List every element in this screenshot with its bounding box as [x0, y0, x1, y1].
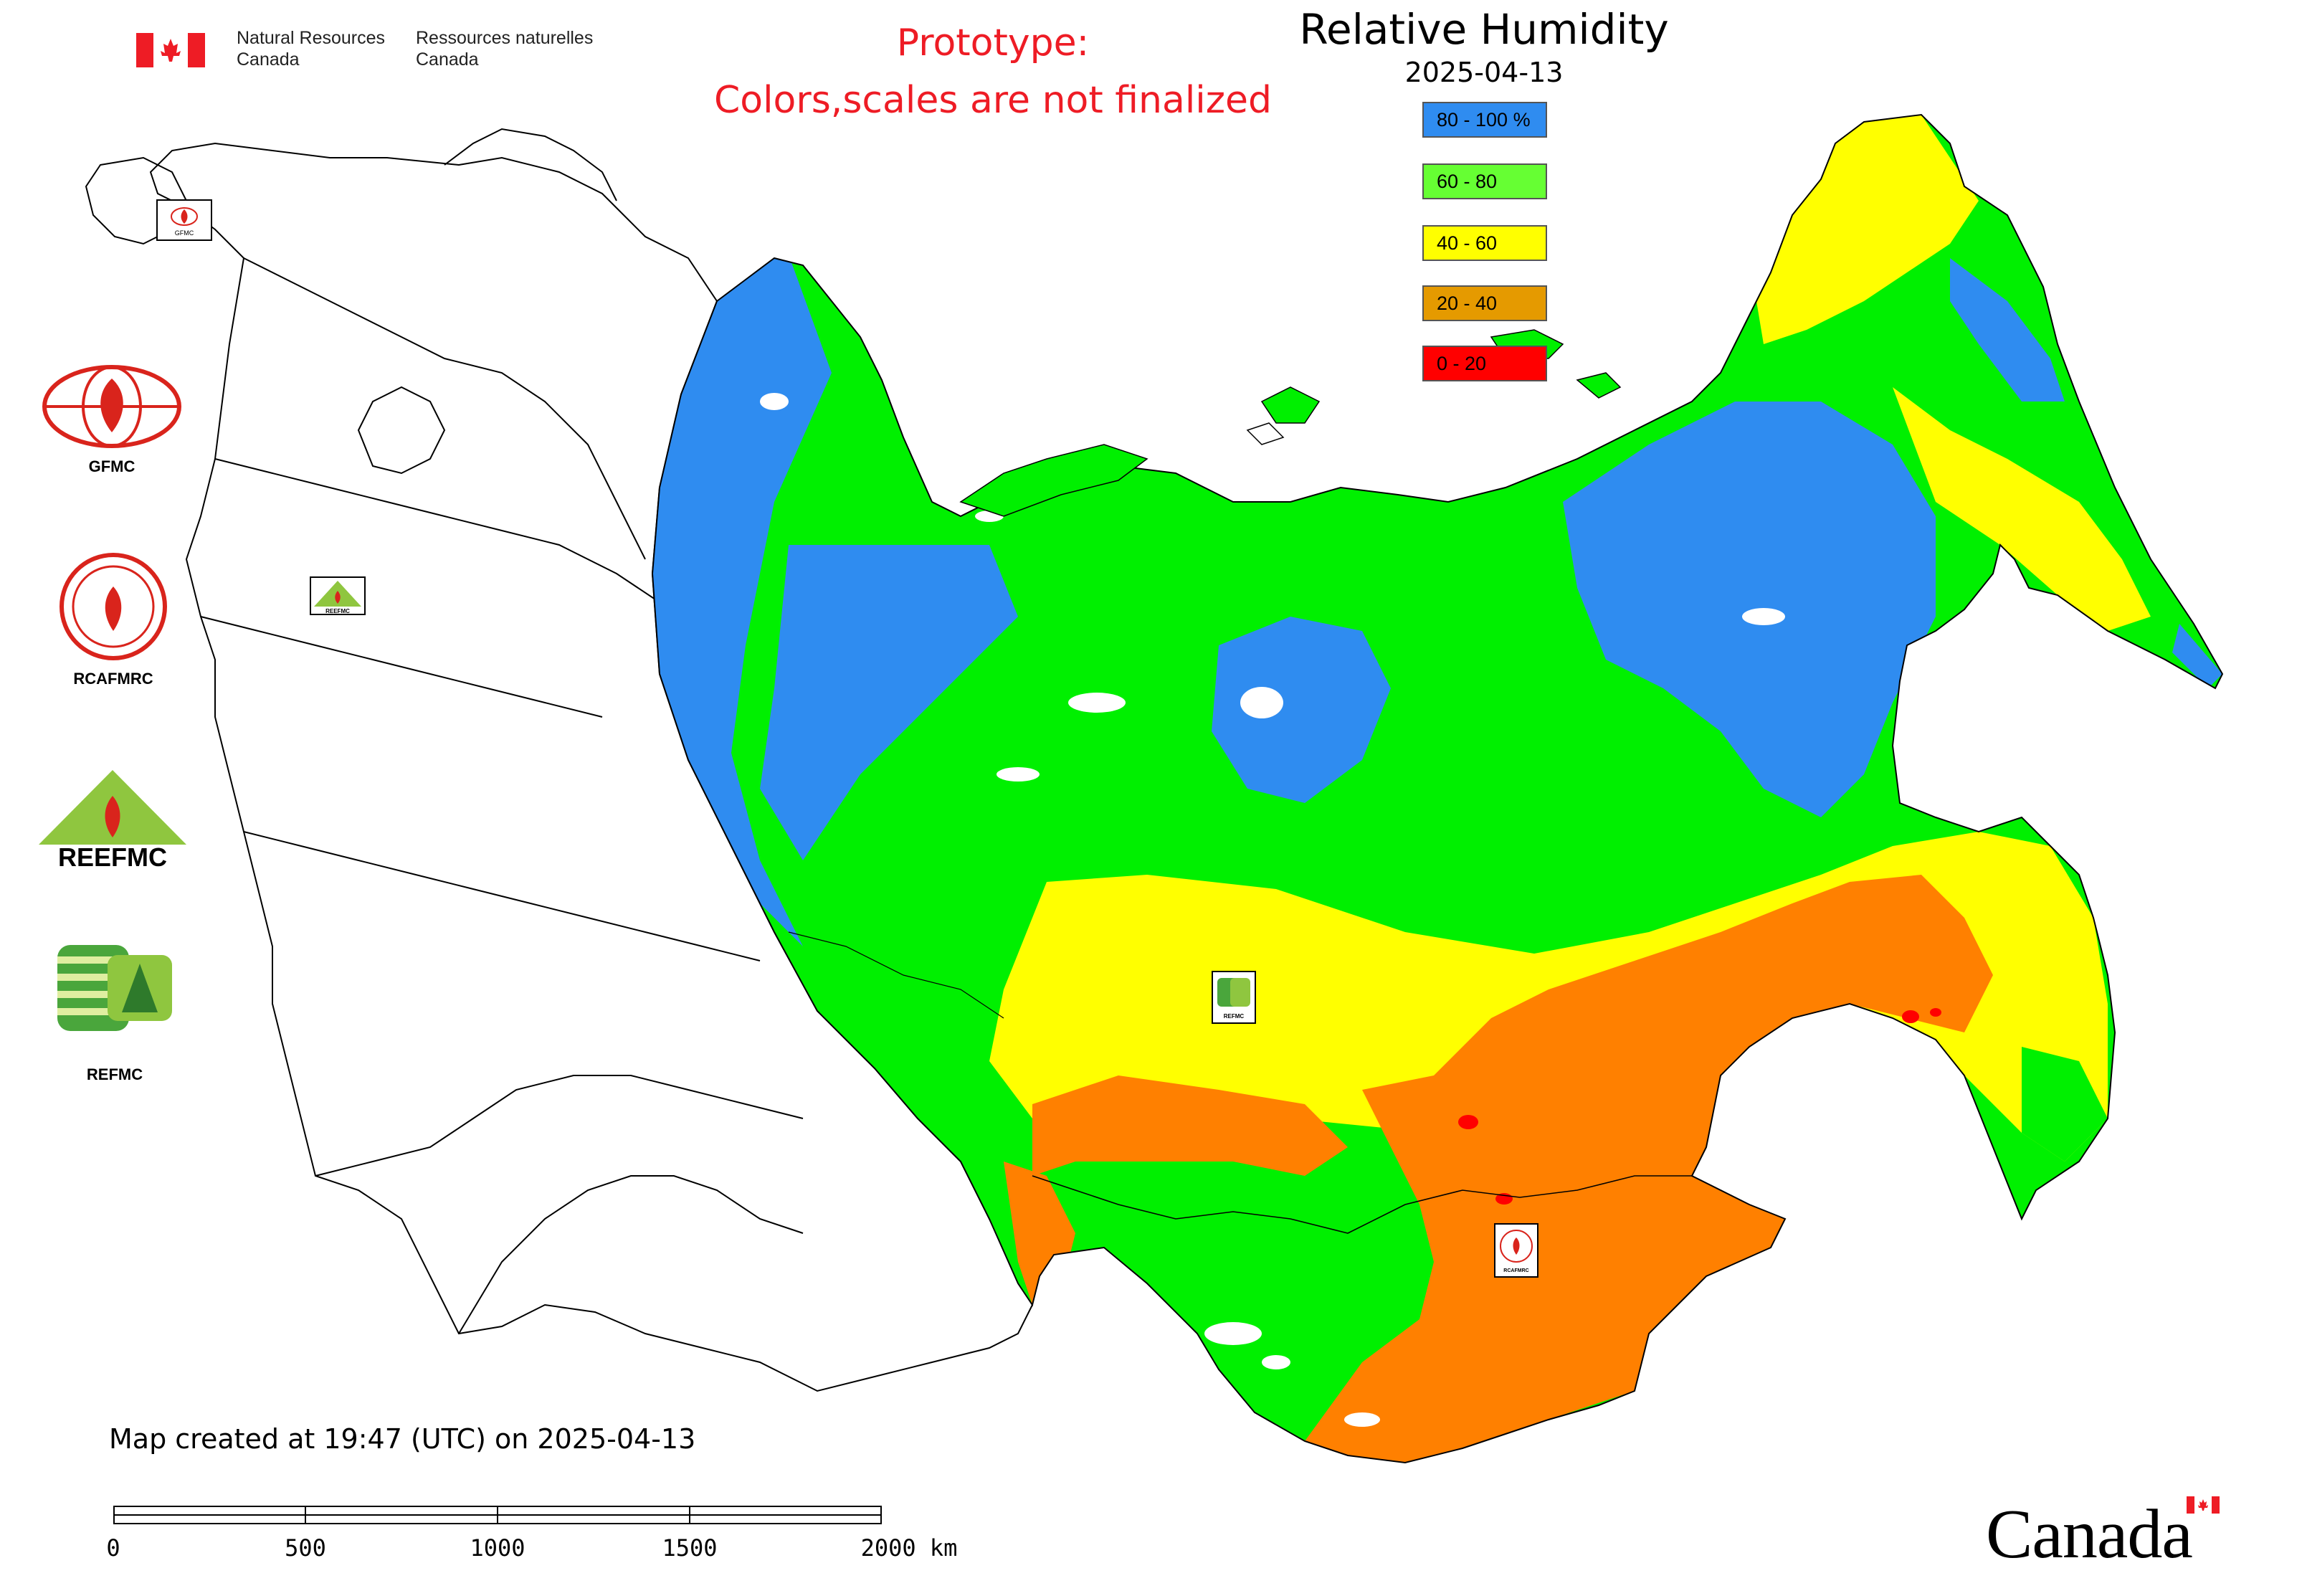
rcafmrc-marker: RCAFMRC — [1494, 1223, 1538, 1278]
canada-wordmark-text: Canada — [1986, 1496, 2193, 1573]
gfmc-marker: GFMC — [156, 199, 212, 241]
legend-title: Relative Humidity — [1299, 5, 1669, 54]
arctic-islands — [959, 329, 1622, 517]
canada-wordmark: Canada — [1986, 1495, 2230, 1574]
reefmc-logo-icon: REEFMC — [39, 770, 186, 871]
svg-text:GFMC: GFMC — [175, 229, 194, 237]
scale-tick-label: 0 — [106, 1534, 120, 1562]
canada-flag-icon — [136, 33, 205, 67]
agency-name-english: Natural Resources Canada — [237, 28, 386, 70]
scale-tick-label: 1500 — [662, 1534, 718, 1562]
rcafmrc-label: RCAFMRC — [73, 670, 153, 688]
reefmc-marker: REEFMC — [310, 576, 366, 615]
refmc-marker: REFMC — [1212, 971, 1256, 1024]
canada-wordmark-flag-icon — [2187, 1496, 2220, 1514]
refmc-logo-icon — [57, 945, 172, 1031]
legend-item: 60 - 80 — [1422, 163, 1547, 199]
scale-tick-label: 500 — [285, 1534, 326, 1562]
agency-name-french: Ressources naturelles Canada — [416, 28, 594, 70]
gfmc-label: GFMC — [88, 457, 135, 475]
scale-tick-label: 2000 km — [860, 1534, 958, 1562]
legend-date: 2025-04-13 — [1404, 57, 1564, 88]
refmc-label: REFMC — [86, 1065, 143, 1083]
svg-text:RCAFMRC: RCAFMRC — [1503, 1268, 1528, 1273]
internal-border — [788, 931, 1004, 1019]
map-created-note: Map created at 19:47 (UTC) on 2025-04-13 — [109, 1423, 696, 1455]
scale-tick-label: 1000 — [470, 1534, 525, 1562]
scale-bar — [113, 1506, 882, 1524]
gfmc-logo-icon — [42, 365, 181, 448]
svg-text:REEFMC: REEFMC — [58, 842, 167, 871]
rcafmrc-logo-icon — [60, 553, 167, 660]
legend-item: 20 - 40 — [1422, 285, 1547, 321]
svg-text:REFMC: REFMC — [1224, 1013, 1245, 1020]
svg-text:REEFMC: REEFMC — [325, 608, 350, 614]
region-outline — [651, 113, 2224, 1464]
legend-item: 80 - 100 % — [1422, 102, 1547, 138]
internal-border — [1032, 1175, 1692, 1234]
legend-item: 0 - 20 — [1422, 346, 1547, 381]
prototype-notice: Prototype: Colors,scales are not finaliz… — [713, 22, 1273, 122]
legend-item: 40 - 60 — [1422, 225, 1547, 261]
